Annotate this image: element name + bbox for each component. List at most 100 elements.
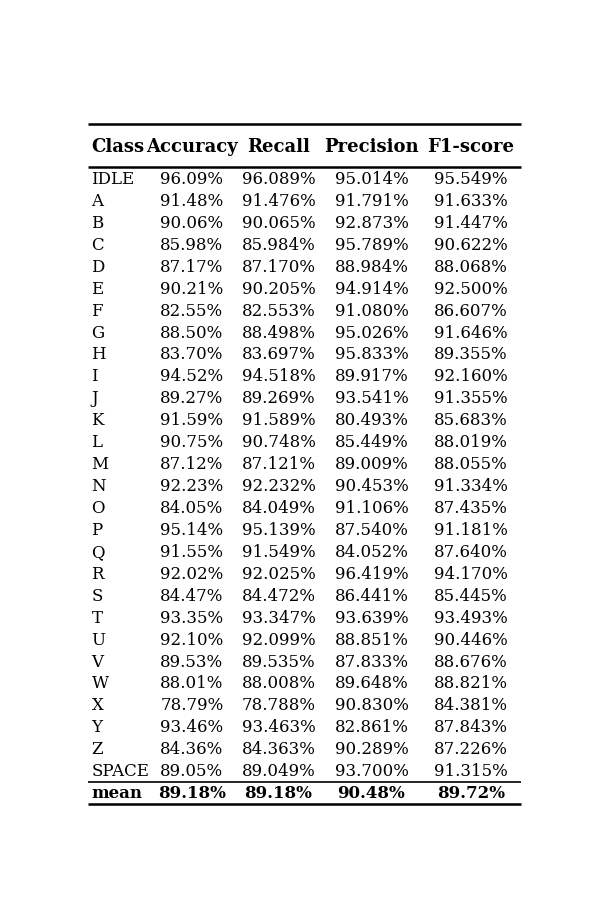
Text: 78.79%: 78.79% [160, 697, 223, 714]
Text: 94.518%: 94.518% [242, 368, 315, 385]
Text: 95.789%: 95.789% [334, 236, 408, 254]
Text: 89.53%: 89.53% [160, 652, 223, 670]
Text: 91.55%: 91.55% [160, 543, 223, 561]
Text: Accuracy: Accuracy [146, 137, 238, 155]
Text: 87.226%: 87.226% [434, 741, 508, 757]
Text: 88.055%: 88.055% [434, 456, 508, 472]
Text: 89.269%: 89.269% [242, 390, 315, 407]
Text: 78.788%: 78.788% [242, 697, 315, 714]
Text: 82.861%: 82.861% [334, 719, 409, 735]
Text: 96.09%: 96.09% [160, 171, 223, 187]
Text: 91.447%: 91.447% [434, 215, 508, 232]
Text: 92.500%: 92.500% [434, 280, 508, 298]
Text: 87.435%: 87.435% [434, 499, 508, 516]
Text: 93.46%: 93.46% [160, 719, 223, 735]
Text: 80.493%: 80.493% [334, 412, 409, 429]
Text: 88.851%: 88.851% [334, 631, 409, 648]
Text: 86.441%: 86.441% [334, 587, 409, 604]
Text: 93.463%: 93.463% [242, 719, 315, 735]
Text: 84.36%: 84.36% [160, 741, 223, 757]
Text: 88.984%: 88.984% [334, 258, 409, 276]
Text: Precision: Precision [324, 137, 419, 155]
Text: E: E [91, 280, 104, 298]
Text: mean: mean [91, 784, 143, 801]
Text: 90.75%: 90.75% [160, 434, 223, 450]
Text: 88.498%: 88.498% [242, 324, 315, 341]
Text: 90.21%: 90.21% [160, 280, 223, 298]
Text: H: H [91, 346, 106, 363]
Text: B: B [91, 215, 104, 232]
Text: 90.453%: 90.453% [334, 478, 408, 494]
Text: 88.019%: 88.019% [434, 434, 508, 450]
Text: 89.18%: 89.18% [245, 784, 312, 801]
Text: O: O [91, 499, 105, 516]
Text: 91.48%: 91.48% [160, 193, 223, 210]
Text: 84.05%: 84.05% [160, 499, 223, 516]
Text: Recall: Recall [247, 137, 310, 155]
Text: N: N [91, 478, 106, 494]
Text: 93.35%: 93.35% [160, 609, 223, 626]
Text: Y: Y [91, 719, 103, 735]
Text: 91.59%: 91.59% [160, 412, 223, 429]
Text: IDLE: IDLE [91, 171, 135, 187]
Text: 84.47%: 84.47% [160, 587, 223, 604]
Text: 92.232%: 92.232% [242, 478, 315, 494]
Text: 87.17%: 87.17% [160, 258, 223, 276]
Text: 94.52%: 94.52% [160, 368, 223, 385]
Text: 85.98%: 85.98% [160, 236, 223, 254]
Text: 90.748%: 90.748% [242, 434, 315, 450]
Text: 91.355%: 91.355% [434, 390, 508, 407]
Text: 91.791%: 91.791% [334, 193, 408, 210]
Text: 94.914%: 94.914% [334, 280, 408, 298]
Text: 93.347%: 93.347% [242, 609, 315, 626]
Text: SPACE: SPACE [91, 763, 150, 779]
Text: 87.843%: 87.843% [434, 719, 508, 735]
Text: 91.549%: 91.549% [242, 543, 315, 561]
Text: L: L [91, 434, 103, 450]
Text: 92.025%: 92.025% [242, 565, 315, 582]
Text: 93.541%: 93.541% [334, 390, 408, 407]
Text: 89.648%: 89.648% [334, 675, 408, 692]
Text: U: U [91, 631, 106, 648]
Text: 91.633%: 91.633% [434, 193, 508, 210]
Text: G: G [91, 324, 105, 341]
Text: 96.419%: 96.419% [334, 565, 408, 582]
Text: 89.27%: 89.27% [160, 390, 223, 407]
Text: 84.363%: 84.363% [242, 741, 315, 757]
Text: 89.72%: 89.72% [437, 784, 505, 801]
Text: 95.026%: 95.026% [334, 324, 408, 341]
Text: Q: Q [91, 543, 105, 561]
Text: 87.540%: 87.540% [334, 521, 409, 539]
Text: 92.873%: 92.873% [334, 215, 409, 232]
Text: 84.472%: 84.472% [242, 587, 315, 604]
Text: 87.12%: 87.12% [160, 456, 223, 472]
Text: 92.160%: 92.160% [434, 368, 508, 385]
Text: Class: Class [91, 137, 145, 155]
Text: D: D [91, 258, 105, 276]
Text: 85.984%: 85.984% [242, 236, 315, 254]
Text: 94.170%: 94.170% [434, 565, 508, 582]
Text: 87.121%: 87.121% [242, 456, 315, 472]
Text: K: K [91, 412, 104, 429]
Text: 89.05%: 89.05% [160, 763, 223, 779]
Text: 93.700%: 93.700% [334, 763, 409, 779]
Text: R: R [91, 565, 104, 582]
Text: 84.381%: 84.381% [434, 697, 508, 714]
Text: Z: Z [91, 741, 103, 757]
Text: 91.646%: 91.646% [434, 324, 508, 341]
Text: M: M [91, 456, 109, 472]
Text: 89.917%: 89.917% [334, 368, 408, 385]
Text: V: V [91, 652, 103, 670]
Text: 85.449%: 85.449% [334, 434, 408, 450]
Text: 91.476%: 91.476% [242, 193, 315, 210]
Text: 91.315%: 91.315% [434, 763, 508, 779]
Text: 93.493%: 93.493% [434, 609, 508, 626]
Text: C: C [91, 236, 104, 254]
Text: 87.640%: 87.640% [434, 543, 508, 561]
Text: 90.065%: 90.065% [242, 215, 315, 232]
Text: 88.821%: 88.821% [434, 675, 508, 692]
Text: 95.139%: 95.139% [242, 521, 315, 539]
Text: 82.55%: 82.55% [160, 302, 223, 319]
Text: 89.18%: 89.18% [158, 784, 226, 801]
Text: 90.48%: 90.48% [337, 784, 405, 801]
